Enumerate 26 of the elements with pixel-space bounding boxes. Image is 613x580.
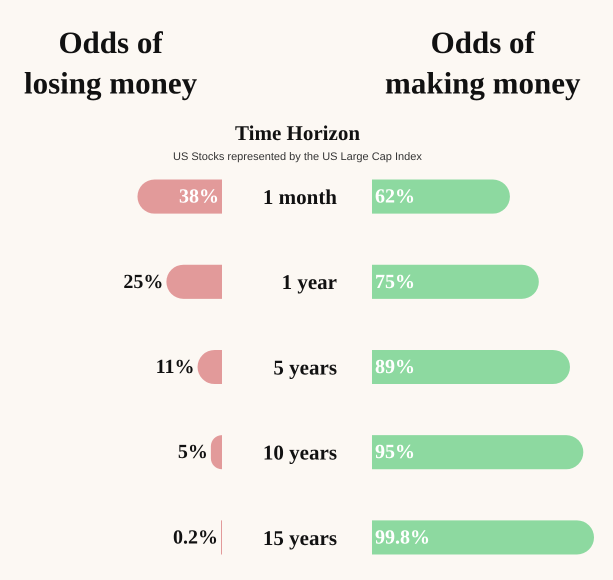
data-label: 75% [375,270,415,293]
y-tick-label: 15 years [262,526,337,550]
data-label: 38% [179,186,219,208]
data-label: 99.8% [375,526,430,548]
y-axis-title: Time Horizon [235,121,360,145]
y-tick-label: 1 month [262,184,338,209]
bar [372,350,570,384]
bar [372,264,539,299]
bar [166,264,222,299]
data-label: 11% [156,356,195,378]
chart-title: Odds of losing money [24,25,198,100]
data-label: 5% [178,441,208,464]
bar [137,180,222,214]
y-tick-label: 1 year [282,270,337,294]
data-label: 25% [123,270,164,293]
data-label: 0.2% [173,526,218,548]
bar [372,180,510,214]
y-tick-label: 10 years [262,440,337,465]
y-tick-label: 5 years [273,355,337,380]
chart-title: Odds of making money [385,25,581,100]
data-label: 95% [375,441,415,464]
data-label: 62% [375,186,415,208]
annotation: US Stocks represented by the US Large Cap Index [173,151,422,163]
bar [372,435,584,470]
bar [372,520,594,554]
data-label: 89% [375,356,415,378]
